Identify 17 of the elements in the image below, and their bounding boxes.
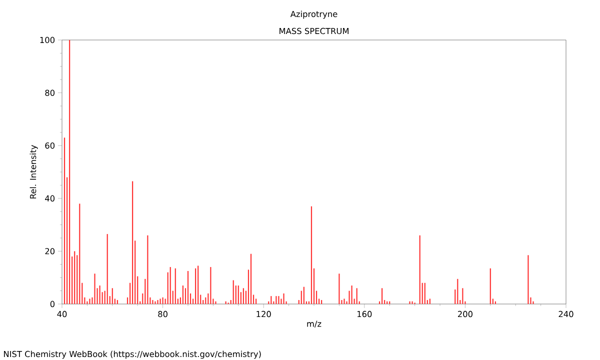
x-tick-label: 160 xyxy=(357,310,372,318)
x-tick-label: 240 xyxy=(558,310,574,318)
chart-subtitle: MASS SPECTRUM xyxy=(280,28,348,34)
x-tick-label: 200 xyxy=(458,310,472,318)
y-tick-label: 60 xyxy=(45,142,55,149)
y-tick-label: 80 xyxy=(45,90,55,96)
y-tick-label: 40 xyxy=(45,195,55,202)
y-axis-title: Rel. Intensity xyxy=(30,145,38,198)
x-tick-label: 80 xyxy=(158,310,168,318)
y-tick-label: 100 xyxy=(40,36,55,44)
y-tick-label: 0 xyxy=(50,300,55,308)
text: NIST Chemistry WebBook (https://webbook.nist.gov/chemistry) xyxy=(4,350,261,359)
chart-title: Aziprotryne xyxy=(290,10,338,19)
x-tick-label: 40 xyxy=(57,310,67,318)
x-tick-label: 120 xyxy=(256,310,271,318)
y-tick-label: 20 xyxy=(45,248,55,254)
x-axis-title: m/z xyxy=(307,320,322,328)
